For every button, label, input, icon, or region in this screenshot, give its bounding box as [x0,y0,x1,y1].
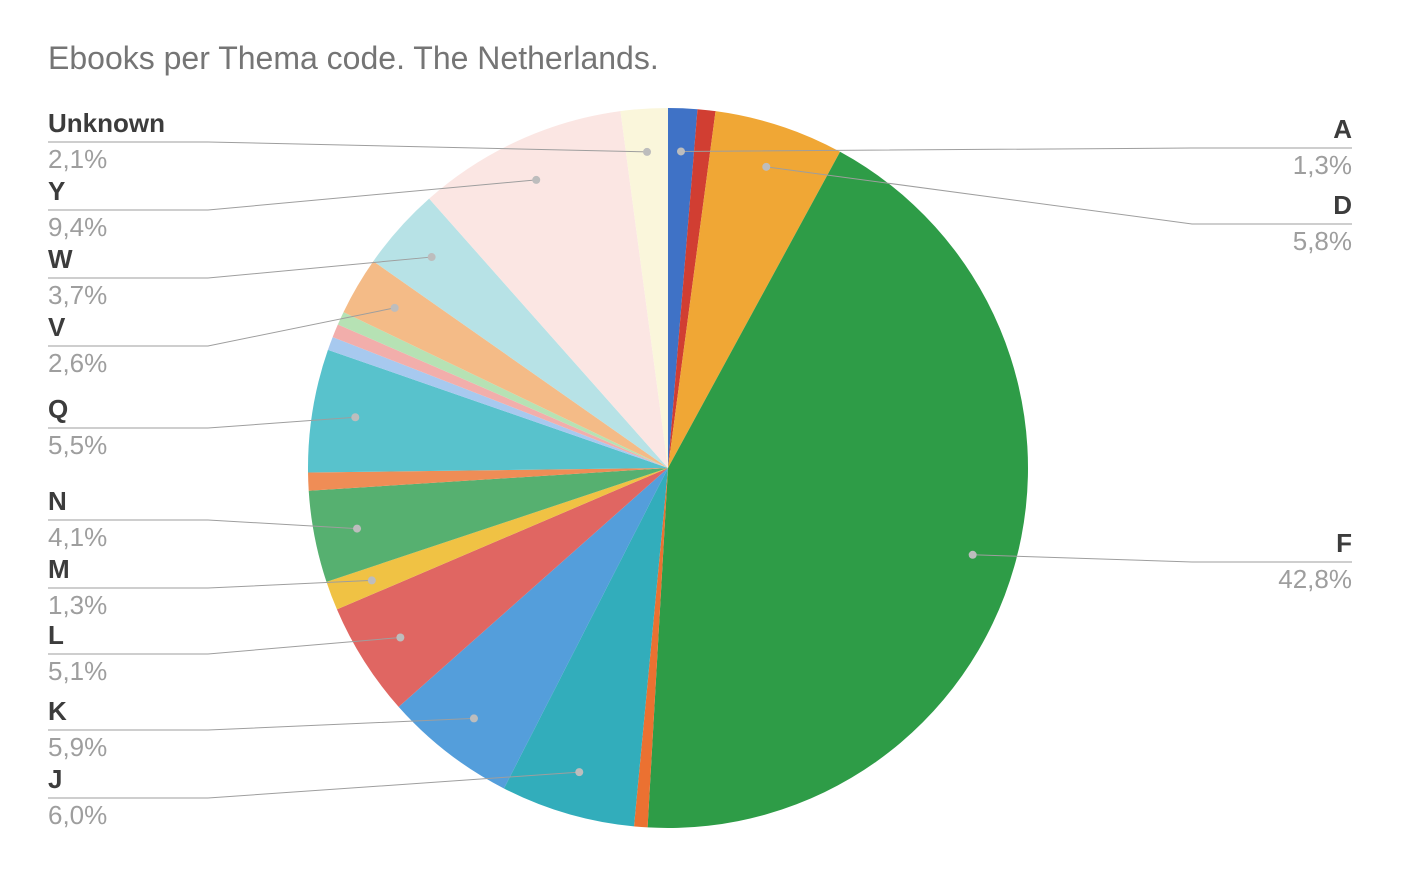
label-code-w: W [48,244,73,274]
label-pct-q: 5,5% [48,430,107,460]
label-code-q: Q [48,394,68,424]
leader-dot [428,253,436,261]
label-pct-m: 1,3% [48,590,107,620]
label-code-k: K [48,696,67,726]
leader-dot [351,413,359,421]
leader-dot [643,148,651,156]
leader-dot [353,525,361,533]
label-code-d: D [1333,190,1352,220]
label-pct-f: 42,8% [1278,564,1352,594]
label-pct-l: 5,1% [48,656,107,686]
label-pct-n: 4,1% [48,522,107,552]
label-code-l: L [48,620,64,650]
label-code-m: M [48,554,70,584]
leader-dot [575,768,583,776]
leader-dot [677,147,685,155]
label-code-f: F [1336,528,1352,558]
leader-dot [969,551,977,559]
pie-chart: A 1,3% D 5,8% F 42,8% J 6,0% K 5,9% L 5,1% M 1,3% N 4,1… [0,0,1402,894]
label-code-y: Y [48,176,65,206]
leader-dot [470,714,478,722]
label-code-a: A [1333,114,1352,144]
label-pct-v: 2,6% [48,348,107,378]
label-pct-a: 1,3% [1293,150,1352,180]
leader-dot [396,634,404,642]
label-code-n: N [48,486,67,516]
label-pct-k: 5,9% [48,732,107,762]
label-code-v: V [48,312,66,342]
label-pct-d: 5,8% [1293,226,1352,256]
label-pct-y: 9,4% [48,212,107,242]
leader-dot [532,176,540,184]
label-pct-w: 3,7% [48,280,107,310]
leader-dot [391,304,399,312]
label-pct-j: 6,0% [48,800,107,830]
leader-dot [762,163,770,171]
leader-dot [368,576,376,584]
label-pct-unknown: 2,1% [48,144,107,174]
label-code-j: J [48,764,62,794]
label-code-unknown: Unknown [48,108,165,138]
